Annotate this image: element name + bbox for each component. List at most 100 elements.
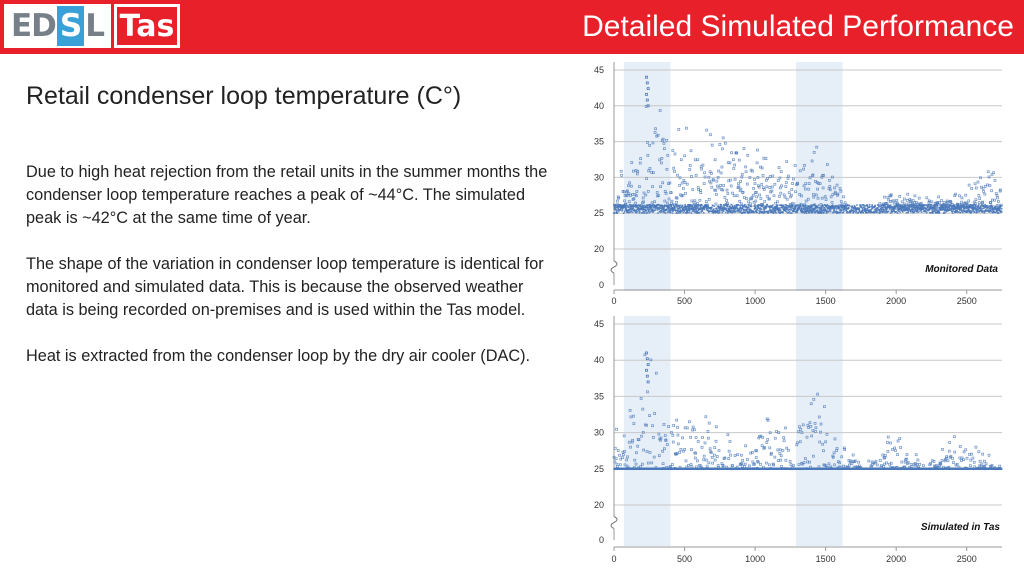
data-point (855, 210, 858, 213)
data-point (985, 209, 987, 211)
data-point (737, 182, 740, 186)
data-point (754, 205, 757, 208)
data-point (969, 464, 972, 467)
data-point (698, 198, 702, 202)
data-point (657, 206, 660, 209)
data-point (687, 464, 690, 467)
data-point (726, 192, 730, 195)
data-point (687, 209, 690, 212)
data-point (664, 438, 667, 442)
data-point (765, 194, 769, 198)
data-point (938, 201, 941, 205)
data-point (930, 204, 933, 208)
data-point (683, 208, 686, 211)
data-point (813, 208, 816, 211)
data-point (951, 212, 954, 214)
data-point (768, 431, 772, 435)
data-point (990, 210, 993, 213)
data-point (876, 210, 878, 212)
data-point (691, 425, 695, 429)
data-point (700, 211, 702, 213)
data-point (669, 211, 672, 214)
data-point (808, 176, 812, 180)
data-point (623, 199, 626, 203)
data-point (759, 209, 762, 211)
data-point (810, 204, 813, 207)
data-point (800, 207, 803, 210)
data-point (981, 187, 985, 190)
data-point (997, 208, 999, 210)
data-point (738, 211, 741, 213)
data-point (889, 207, 891, 210)
data-point (630, 209, 633, 212)
data-point (737, 210, 739, 213)
data-point (787, 209, 790, 211)
data-point (983, 207, 985, 209)
data-point (675, 212, 678, 214)
data-point (671, 463, 674, 466)
data-point (839, 200, 843, 203)
data-point (948, 205, 951, 208)
data-point (763, 208, 766, 211)
data-point (613, 204, 616, 207)
data-point (638, 209, 640, 212)
data-point (792, 205, 794, 207)
data-point (970, 210, 972, 212)
data-point (661, 137, 665, 141)
data-point (767, 197, 771, 201)
data-point (710, 206, 713, 209)
data-point (929, 212, 932, 214)
data-point (811, 429, 815, 432)
data-point (797, 463, 801, 466)
data-point (866, 208, 869, 211)
data-point (810, 211, 812, 213)
data-point (684, 459, 688, 463)
data-point (746, 154, 750, 157)
data-point (703, 175, 707, 179)
data-point (706, 209, 709, 212)
data-point (744, 165, 747, 169)
data-point (683, 426, 687, 430)
data-point (801, 209, 804, 212)
data-point (733, 211, 736, 213)
data-point (678, 205, 681, 208)
data-point (721, 464, 725, 468)
data-point (980, 204, 982, 207)
data-point (724, 211, 727, 214)
data-point (989, 210, 992, 212)
data-point (926, 203, 929, 206)
data-point (870, 208, 873, 210)
data-point (987, 175, 991, 179)
data-point (732, 167, 736, 170)
data-point (651, 210, 653, 213)
data-point (732, 207, 735, 210)
data-point (663, 207, 665, 210)
data-point (742, 205, 744, 207)
data-point (949, 454, 953, 458)
data-point (889, 193, 893, 197)
data-point (958, 194, 961, 198)
data-point (946, 204, 948, 207)
data-point (931, 209, 934, 212)
data-point (695, 210, 698, 212)
data-point (777, 166, 781, 169)
data-point (870, 211, 873, 213)
data-point (874, 211, 877, 214)
data-point (942, 207, 945, 209)
data-point (927, 206, 929, 209)
data-point (786, 208, 788, 211)
data-point (968, 453, 971, 456)
y-tick-label: 30 (594, 172, 604, 182)
data-point (659, 205, 662, 208)
data-point (791, 182, 794, 185)
data-point (740, 175, 744, 179)
data-point (683, 181, 687, 184)
data-point (672, 166, 676, 170)
data-point (685, 182, 689, 186)
data-point (828, 185, 832, 188)
data-point (927, 199, 931, 203)
data-point (870, 206, 873, 208)
data-point (967, 208, 970, 211)
data-point (664, 439, 668, 442)
data-point (779, 210, 782, 212)
